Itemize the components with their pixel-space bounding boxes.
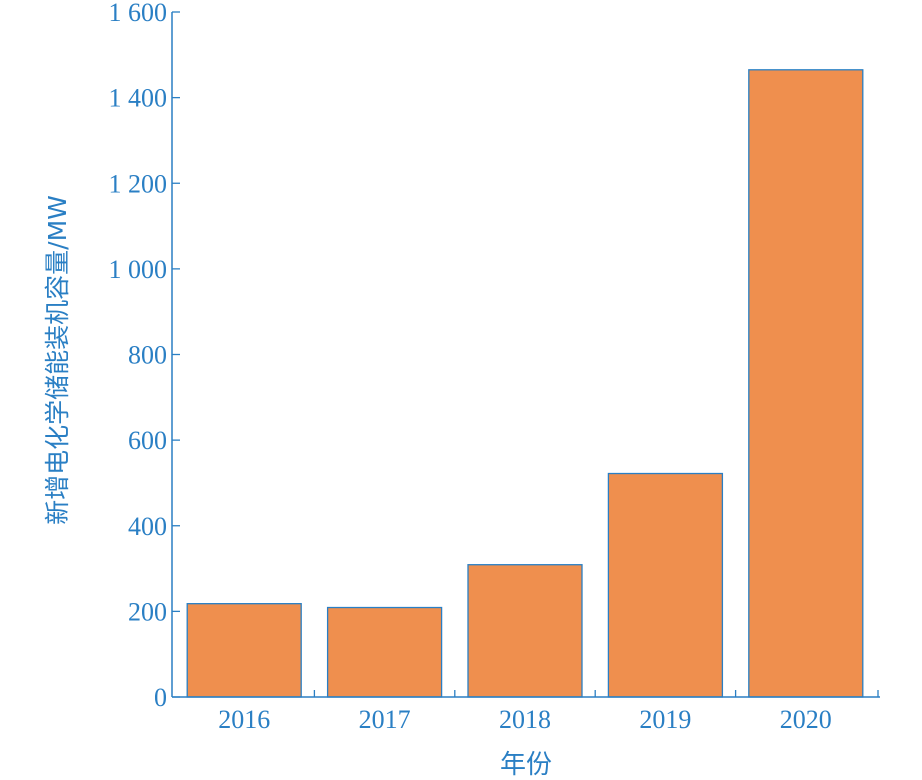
y-tick-label: 1 600 (109, 0, 168, 27)
y-tick-label: 0 (154, 683, 167, 712)
y-ticks-group: 0 200 400 600 800 1 000 1 200 1 400 1 600 (109, 0, 180, 712)
bar-2017 (326, 606, 443, 698)
x-tick-label: 2020 (780, 705, 832, 734)
y-tick-label: 1 000 (109, 255, 168, 284)
y-tick-label: 600 (128, 426, 167, 455)
y-tick-label: 400 (128, 512, 167, 541)
y-tick-label: 1 200 (109, 169, 168, 198)
y-tick-label: 200 (128, 597, 167, 626)
x-tick-label: 2016 (218, 705, 270, 734)
x-tick-label: 2018 (499, 705, 551, 734)
bar-2016 (186, 603, 302, 698)
y-tick-label: 800 (128, 341, 167, 370)
bar-2019 (607, 472, 724, 698)
y-axis-label: 新增电化学储能装机容量/MW (43, 195, 72, 525)
bars-group (186, 69, 864, 698)
bar-2018 (467, 564, 583, 698)
x-tick-label: 2017 (359, 705, 411, 734)
x-tick-label: 2019 (639, 705, 691, 734)
x-axis-label: 年份 (500, 750, 552, 780)
y-tick-label: 1 400 (109, 84, 168, 113)
x-ticks-group: 2016 2017 2018 2019 2020 (218, 690, 879, 734)
bar-2020 (748, 69, 864, 698)
